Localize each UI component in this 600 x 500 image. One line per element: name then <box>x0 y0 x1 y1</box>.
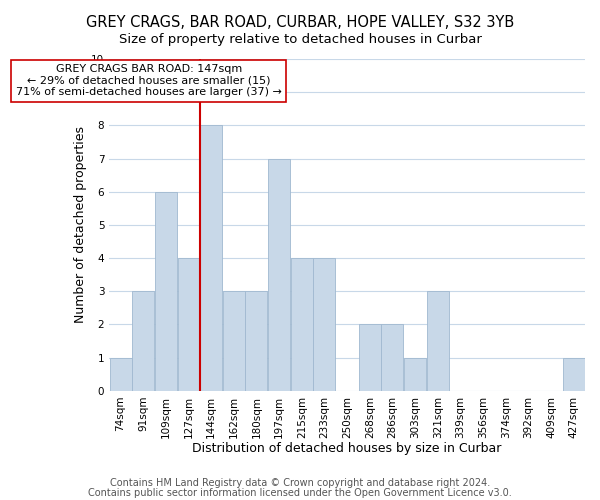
Bar <box>404 358 426 391</box>
Bar <box>223 292 245 391</box>
Bar <box>427 292 449 391</box>
Bar <box>359 324 381 391</box>
Bar <box>155 192 177 391</box>
X-axis label: Distribution of detached houses by size in Curbar: Distribution of detached houses by size … <box>193 442 502 455</box>
Bar <box>200 126 222 391</box>
Bar <box>563 358 584 391</box>
Bar <box>132 292 154 391</box>
Text: GREY CRAGS, BAR ROAD, CURBAR, HOPE VALLEY, S32 3YB: GREY CRAGS, BAR ROAD, CURBAR, HOPE VALLE… <box>86 15 514 30</box>
Bar <box>245 292 268 391</box>
Bar <box>313 258 335 391</box>
Text: Size of property relative to detached houses in Curbar: Size of property relative to detached ho… <box>119 32 481 46</box>
Bar <box>291 258 313 391</box>
Text: GREY CRAGS BAR ROAD: 147sqm
← 29% of detached houses are smaller (15)
71% of sem: GREY CRAGS BAR ROAD: 147sqm ← 29% of det… <box>16 64 282 97</box>
Bar <box>178 258 199 391</box>
Text: Contains HM Land Registry data © Crown copyright and database right 2024.: Contains HM Land Registry data © Crown c… <box>110 478 490 488</box>
Bar <box>268 158 290 391</box>
Text: Contains public sector information licensed under the Open Government Licence v3: Contains public sector information licen… <box>88 488 512 498</box>
Bar <box>382 324 403 391</box>
Y-axis label: Number of detached properties: Number of detached properties <box>74 126 87 324</box>
Bar <box>110 358 131 391</box>
